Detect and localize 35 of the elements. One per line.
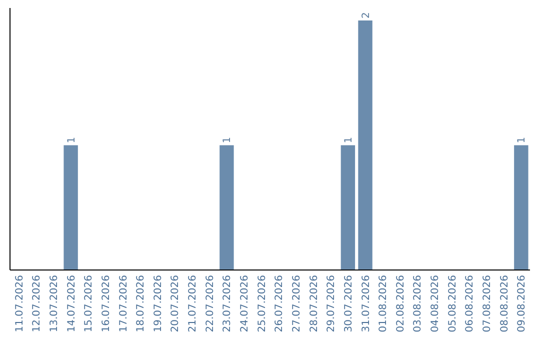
x-tick-label: 04.08.2026 bbox=[430, 275, 442, 332]
x-tick-label: 29.07.2026 bbox=[326, 275, 338, 332]
data-label: 1 bbox=[66, 136, 78, 144]
x-tick-label: 14.07.2026 bbox=[66, 275, 78, 332]
x-tick-label: 12.07.2026 bbox=[32, 275, 43, 332]
x-tick-label: 07.08.2026 bbox=[482, 275, 494, 332]
x-tick-label: 17.07.2026 bbox=[118, 275, 130, 332]
data-label: 1 bbox=[516, 136, 528, 144]
data-label: 1 bbox=[343, 136, 354, 144]
x-tick-label: 06.08.2026 bbox=[464, 275, 476, 332]
x-tick-label: 18.07.2026 bbox=[136, 275, 147, 332]
x-tick-label: 26.07.2026 bbox=[274, 275, 286, 332]
x-tick-label: 19.07.2026 bbox=[152, 275, 164, 332]
x-tick-label: 21.07.2026 bbox=[188, 275, 199, 332]
x-tick-label: 16.07.2026 bbox=[100, 275, 112, 332]
x-tick-label: 25.07.2026 bbox=[256, 275, 268, 332]
x-tick-label: 03.08.2026 bbox=[412, 275, 424, 332]
x-tick-label: 30.07.2026 bbox=[343, 275, 354, 332]
x-tick-label: 08.08.2026 bbox=[499, 275, 510, 332]
x-tick-label: 05.08.2026 bbox=[447, 275, 458, 332]
x-tick-label: 20.07.2026 bbox=[170, 275, 182, 332]
x-tick-label: 09.08.2026 bbox=[516, 275, 528, 332]
x-tick-label: 13.07.2026 bbox=[48, 275, 60, 332]
x-tick-label: 02.08.2026 bbox=[395, 275, 406, 332]
x-tick-label: 22.07.2026 bbox=[204, 275, 216, 332]
x-tick-label: 23.07.2026 bbox=[222, 275, 234, 332]
x-tick-label: 11.07.2026 bbox=[14, 275, 26, 332]
x-tick-label: 31.07.2026 bbox=[360, 275, 372, 332]
data-label: 2 bbox=[360, 12, 372, 18]
x-tick-label: 24.07.2026 bbox=[240, 275, 251, 332]
x-tick-label: 28.07.2026 bbox=[308, 275, 320, 332]
x-tick-label: 01.08.2026 bbox=[378, 275, 390, 332]
data-label: 1 bbox=[222, 136, 234, 144]
x-tick-label: 27.07.2026 bbox=[291, 275, 302, 332]
x-tick-label: 15.07.2026 bbox=[84, 275, 95, 332]
